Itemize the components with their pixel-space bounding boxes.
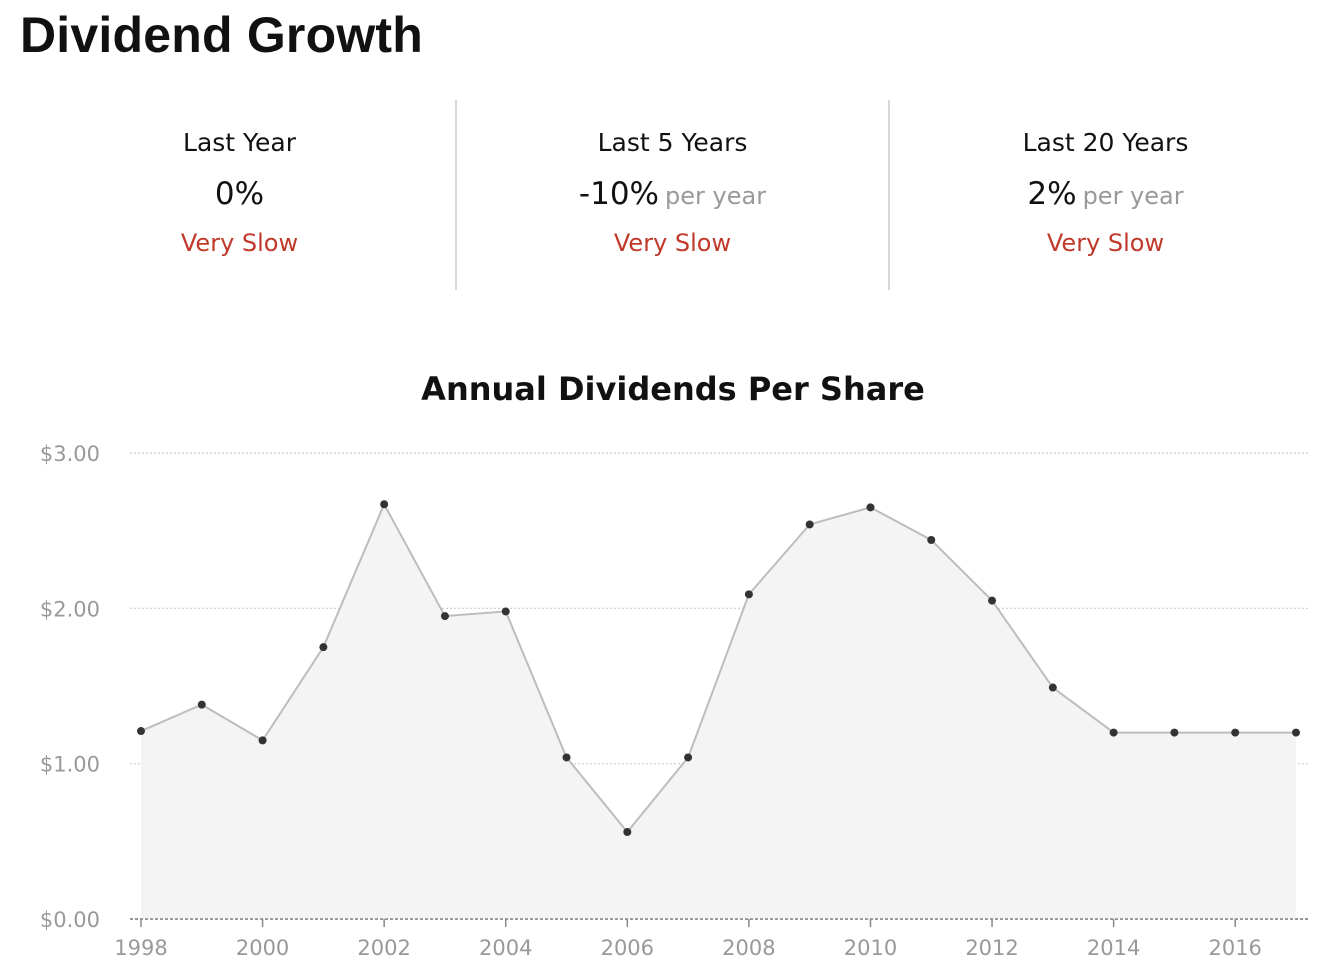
data-point (805, 520, 814, 529)
x-tick-label: 2012 (965, 936, 1018, 960)
x-tick-label: 2000 (236, 936, 289, 960)
stat-last-year: Last Year 0% Very Slow (24, 100, 455, 290)
y-tick-label: $1.00 (40, 753, 100, 777)
stat-value: 0% (214, 176, 265, 212)
stat-value-row: 0% (24, 174, 455, 214)
stat-last-20-years: Last 20 Years 2% per year Very Slow (888, 100, 1321, 290)
x-tick-label: 1998 (114, 936, 167, 960)
stat-rating: Very Slow (613, 229, 732, 257)
stat-value-row: -10% per year (457, 174, 888, 214)
data-point (988, 596, 997, 605)
data-point (501, 607, 510, 616)
y-tick-label: $3.00 (40, 442, 100, 466)
stat-value-row: 2% per year (890, 174, 1321, 214)
data-point (927, 535, 936, 544)
data-point (1170, 728, 1179, 737)
x-tick-label: 2006 (601, 936, 654, 960)
y-tick-label: $2.00 (40, 597, 100, 621)
data-point (1109, 728, 1118, 737)
page-title: Dividend Growth (20, 7, 423, 63)
x-tick-label: 2008 (722, 936, 775, 960)
data-point (1231, 728, 1240, 737)
data-point (866, 503, 875, 512)
series-area (141, 504, 1296, 919)
x-tick-label: 2016 (1208, 936, 1261, 960)
stat-value: 2% (1027, 176, 1077, 212)
stat-suffix: per year (1082, 182, 1184, 210)
dividend-growth-stats: Last Year 0% Very Slow Last 5 Years -10%… (24, 100, 1321, 290)
stat-label: Last 20 Years (1022, 128, 1189, 157)
x-tick-label: 2002 (357, 936, 410, 960)
stat-rating: Very Slow (180, 229, 299, 257)
data-point (623, 828, 632, 837)
data-point (258, 736, 267, 745)
stat-label: Last Year (183, 128, 296, 157)
data-point (684, 753, 693, 762)
data-point (440, 612, 449, 621)
stat-suffix: per year (665, 182, 767, 210)
data-point (197, 700, 206, 709)
data-point (744, 590, 753, 599)
x-tick-label: 2014 (1087, 936, 1140, 960)
chart-title: Annual Dividends Per Share (421, 370, 925, 408)
y-tick-label: $0.00 (40, 908, 100, 932)
data-point (1048, 683, 1057, 692)
data-point (137, 727, 145, 736)
stat-rating: Very Slow (1046, 229, 1165, 257)
data-point (1292, 728, 1300, 737)
x-tick-label: 2004 (479, 936, 532, 960)
stat-label: Last 5 Years (597, 128, 748, 157)
data-point (319, 643, 328, 652)
data-point (380, 500, 389, 509)
stat-last-5-years: Last 5 Years -10% per year Very Slow (455, 100, 888, 290)
stat-value: -10% (578, 176, 660, 212)
x-tick-label: 2010 (844, 936, 897, 960)
data-point (562, 753, 571, 762)
series-line (140, 501, 1296, 834)
